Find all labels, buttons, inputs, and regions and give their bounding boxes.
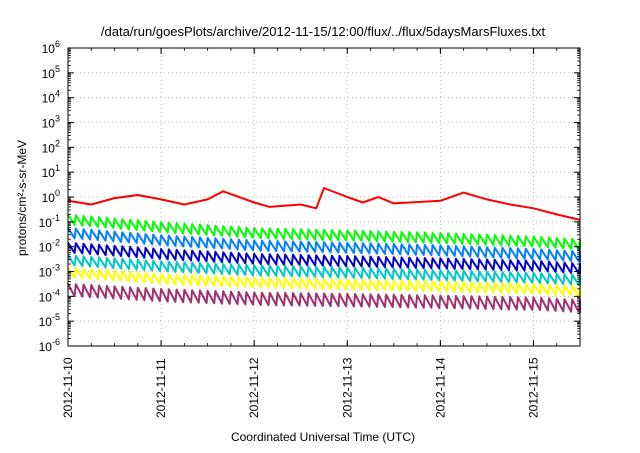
y-tick-label: 104 xyxy=(42,89,60,106)
y-tick-base: 10 xyxy=(42,141,56,155)
y-tick-exponent: -3 xyxy=(52,263,60,273)
y-tick-label: 106 xyxy=(42,39,60,56)
y-tick-base: 10 xyxy=(39,315,53,329)
y-tick-exponent: 2 xyxy=(55,138,60,148)
y-tick-base: 10 xyxy=(39,290,53,304)
series-lines xyxy=(67,187,581,314)
y-tick-label: 10-1 xyxy=(39,213,60,230)
y-tick-exponent: -6 xyxy=(52,337,60,347)
x-tick-label: 2012-11-15 xyxy=(526,357,540,418)
y-tick-base: 10 xyxy=(42,42,56,56)
y-tick-base: 10 xyxy=(39,266,53,280)
y-tick-exponent: -2 xyxy=(52,238,60,248)
y-tick-exponent: -5 xyxy=(52,312,60,322)
y-tick-label: 10-2 xyxy=(39,238,60,255)
series-line-3 xyxy=(67,227,581,263)
y-tick-label: 105 xyxy=(42,64,60,81)
x-tick-label: 2012-11-13 xyxy=(340,357,354,418)
y-tick-exponent: 1 xyxy=(55,163,60,173)
y-axis-label: protons/cm²-s-sr-MeV xyxy=(15,140,29,256)
y-tick-label: 10-4 xyxy=(39,287,60,304)
y-tick-exponent: 0 xyxy=(55,188,60,198)
y-tick-label: 10-6 xyxy=(39,337,60,354)
y-tick-exponent: -4 xyxy=(52,287,60,297)
y-tick-base: 10 xyxy=(39,241,53,255)
y-tick-label: 103 xyxy=(42,114,60,131)
y-tick-label: 10-5 xyxy=(39,312,60,329)
y-tick-label: 101 xyxy=(42,163,60,180)
x-tick-label: 2012-11-10 xyxy=(61,357,75,418)
series-line-7 xyxy=(67,283,581,314)
y-tick-base: 10 xyxy=(42,166,56,180)
y-tick-label: 100 xyxy=(42,188,60,205)
y-tick-label: 102 xyxy=(42,138,60,155)
y-tick-exponent: 4 xyxy=(55,89,60,99)
y-tick-exponent: 3 xyxy=(55,114,60,124)
y-tick-exponent: 6 xyxy=(55,39,60,49)
y-tick-base: 10 xyxy=(39,216,53,230)
y-tick-base: 10 xyxy=(39,340,53,354)
axis-ticks: 10-610-510-410-310-210-11001011021031041… xyxy=(39,39,580,418)
x-tick-label: 2012-11-14 xyxy=(433,357,447,418)
x-tick-label: 2012-11-12 xyxy=(247,357,261,418)
series-line-1 xyxy=(67,187,581,221)
y-tick-exponent: -1 xyxy=(52,213,60,223)
y-tick-base: 10 xyxy=(42,92,56,106)
y-tick-base: 10 xyxy=(42,191,56,205)
series-line-6 xyxy=(67,266,581,297)
x-axis-label: Coordinated Universal Time (UTC) xyxy=(231,430,415,444)
chart-title: /data/run/goesPlots/archive/2012-11-15/1… xyxy=(101,24,546,39)
series-line-2 xyxy=(67,214,581,251)
y-tick-base: 10 xyxy=(42,67,56,81)
series-line-5 xyxy=(67,254,581,286)
x-tick-label: 2012-11-11 xyxy=(154,358,168,418)
y-tick-label: 10-3 xyxy=(39,263,60,280)
series-line-4 xyxy=(67,242,581,275)
y-tick-exponent: 5 xyxy=(55,64,60,74)
y-tick-base: 10 xyxy=(42,117,56,131)
